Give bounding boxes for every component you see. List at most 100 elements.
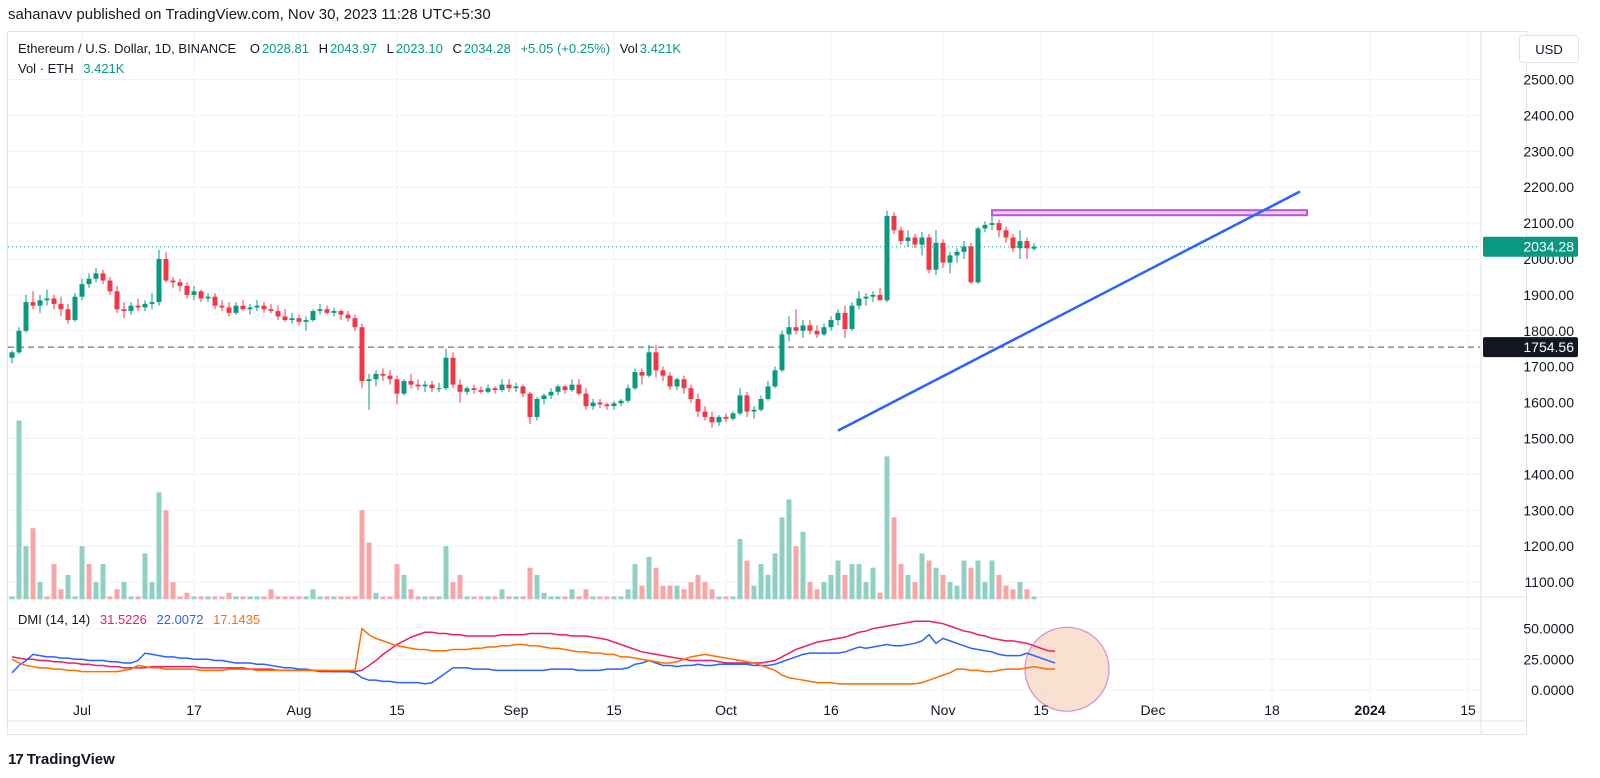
volume-bar (849, 564, 855, 600)
candle-body (541, 395, 547, 399)
candle-body (1024, 241, 1030, 249)
candle-body (16, 330, 22, 353)
candle-body (212, 296, 218, 306)
candle-body (429, 384, 435, 389)
volume-bar (947, 582, 953, 600)
candle-body (303, 320, 309, 322)
candle-body (863, 296, 869, 299)
volume-bar (366, 542, 372, 600)
open-label: O (249, 41, 260, 56)
volume-bar (632, 564, 638, 600)
volume-bar (443, 546, 449, 600)
candle-body (779, 334, 785, 371)
candle-body (772, 370, 778, 387)
dmi-label[interactable]: DMI (14, 14) (18, 612, 91, 627)
candle-body (338, 311, 344, 315)
volume-bar (352, 596, 358, 600)
candles (9, 210, 1037, 428)
price-tick-label: 1400.00 (1523, 466, 1574, 482)
candle-body (576, 384, 582, 394)
candle-body (107, 280, 113, 292)
volume-bar (625, 589, 631, 600)
volume-bar (688, 582, 694, 600)
vol-label: Vol (619, 41, 638, 56)
vol-value: 3.421K (639, 41, 681, 56)
candle-body (415, 384, 421, 387)
candle-body (226, 307, 232, 313)
volume-bar (891, 517, 897, 600)
price-tick-label: 1300.00 (1523, 502, 1574, 518)
close-value: 2034.28 (463, 41, 511, 56)
candle-body (58, 303, 64, 310)
volume-label[interactable]: Vol · ETH (18, 61, 74, 76)
volume-bar (317, 596, 323, 600)
volume-bar (912, 582, 918, 600)
time-axis: Jul 17 Aug 15 Sep 15 Oct 16 Nov 15 Dec 18 2024 15 (73, 702, 1476, 718)
price-axis: 1100.00 1200.00 1300.00 1400.00 1500.00 1600.… (1523, 72, 1574, 591)
volume-bar (58, 589, 64, 600)
volume-bar (695, 574, 701, 600)
volume-bar (702, 582, 708, 600)
volume-bar (863, 582, 869, 600)
volume-bar (93, 582, 99, 600)
candle-body (877, 294, 883, 301)
volume-bar (170, 582, 176, 600)
volume-bar (975, 560, 981, 600)
candle-body (443, 357, 449, 389)
currency-button[interactable]: USD (1519, 35, 1579, 63)
symbol-name[interactable]: Ethereum / U.S. Dollar, 1D, BINANCE (18, 41, 237, 56)
candle-body (681, 379, 687, 389)
tradingview-logo-icon: 17 (8, 751, 24, 768)
volume-bar (268, 589, 274, 600)
price-tick-label: 2400.00 (1523, 107, 1574, 123)
volume-bars (9, 420, 1037, 600)
candle-body (919, 237, 925, 245)
volume-bar (37, 582, 43, 600)
volume-bar (737, 538, 743, 600)
candle-body (646, 352, 652, 376)
volume-bar (478, 596, 484, 600)
candle-body (758, 398, 764, 410)
volume-bar (604, 596, 610, 600)
candle-body (702, 411, 708, 417)
volume-bar (387, 596, 393, 600)
candle-body (870, 294, 876, 297)
tradingview-footer[interactable]: 17 TradingView (8, 751, 115, 768)
volume-bar (226, 592, 232, 600)
candle-body (121, 309, 127, 312)
time-tick-label: Jul (73, 702, 91, 718)
volume-bar (177, 596, 183, 600)
candle-body (450, 357, 456, 385)
candle-body (457, 384, 463, 392)
candle-body (366, 379, 372, 382)
dmi-minus-di-value: 17.1435 (213, 612, 261, 627)
candle-body (1010, 237, 1016, 249)
volume-bar (982, 582, 988, 600)
candle-body (268, 309, 274, 312)
volume-bar (583, 589, 589, 600)
candle-body (30, 302, 36, 306)
candle-body (926, 237, 932, 270)
volume-bar (51, 564, 57, 600)
candle-body (688, 388, 694, 399)
candle-body (499, 384, 505, 391)
candle-body (989, 223, 995, 225)
price-tick-label: 2300.00 (1523, 143, 1574, 159)
chart-frame[interactable] (7, 31, 1527, 735)
candle-body (751, 409, 757, 412)
volume-bar (359, 510, 365, 600)
candle-body (163, 259, 169, 281)
candle-body (275, 311, 281, 317)
candle-body (527, 393, 533, 417)
candle-body (464, 388, 470, 392)
candle-body (653, 352, 659, 371)
candle-body (219, 305, 225, 308)
dmi-plus-di-value: 22.0072 (156, 612, 204, 627)
candle-body (373, 373, 379, 380)
volume-bar (324, 596, 330, 600)
candle-body (317, 309, 323, 312)
volume-bar (744, 560, 750, 600)
volume-bar (933, 567, 939, 600)
low-label: L (386, 41, 394, 56)
